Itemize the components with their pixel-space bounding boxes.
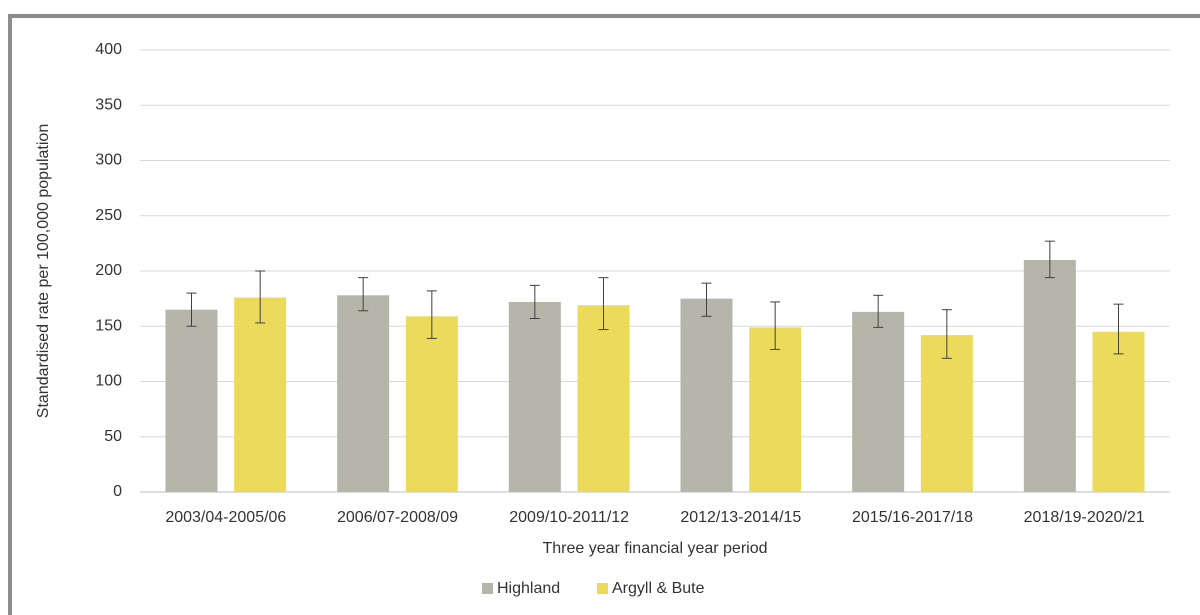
legend-label: Argyll & Bute xyxy=(612,580,705,597)
y-axis-title: Standardised rate per 100,000 population xyxy=(35,124,52,418)
y-tick-label: 300 xyxy=(95,152,122,169)
bar xyxy=(852,311,905,492)
legend-swatch xyxy=(482,583,493,594)
x-tick-label: 2009/10-2011/12 xyxy=(509,509,629,526)
bar xyxy=(1092,331,1145,492)
x-tick-label: 2006/07-2008/09 xyxy=(337,509,458,526)
y-tick-label: 400 xyxy=(95,41,122,58)
x-tick-label: 2012/13-2014/15 xyxy=(680,509,801,526)
y-tick-label: 100 xyxy=(95,373,122,390)
bar xyxy=(920,335,973,492)
bar xyxy=(165,309,218,492)
legend-swatch xyxy=(597,583,608,594)
y-tick-label: 200 xyxy=(95,262,122,279)
y-tick-label: 350 xyxy=(95,96,122,113)
bar xyxy=(577,305,630,492)
x-axis-title: Three year financial year period xyxy=(542,540,767,557)
y-tick-label: 0 xyxy=(113,483,122,500)
bar xyxy=(680,298,733,492)
bar xyxy=(749,327,802,492)
y-tick-label: 50 xyxy=(104,428,122,445)
x-tick-label: 2003/04-2005/06 xyxy=(165,509,286,526)
frame xyxy=(8,14,1200,615)
bar xyxy=(405,316,458,492)
y-tick-label: 150 xyxy=(95,317,122,334)
bar xyxy=(508,301,561,492)
y-tick-label: 250 xyxy=(95,207,122,224)
x-tick-label: 2018/19-2020/21 xyxy=(1024,509,1145,526)
bar xyxy=(234,297,287,492)
x-tick-label: 2015/16-2017/18 xyxy=(852,509,973,526)
legend-label: Highland xyxy=(497,580,560,597)
bar xyxy=(1023,259,1076,492)
bar xyxy=(337,295,390,492)
